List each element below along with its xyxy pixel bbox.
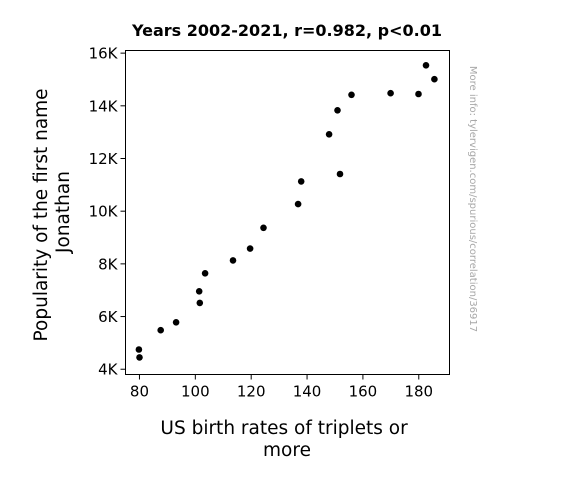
data-points <box>135 62 438 361</box>
x-axis-label-line-2: more <box>263 440 311 461</box>
data-point <box>294 200 302 208</box>
data-point <box>196 299 204 307</box>
data-point <box>172 319 180 326</box>
data-point <box>136 354 143 361</box>
data-point <box>415 90 422 98</box>
data-point <box>336 170 344 178</box>
x-tick-label: 180 <box>404 383 433 401</box>
x-axis-label-line-1: US birth rates of triplets or <box>160 418 408 439</box>
x-tick-label: 80 <box>130 383 149 401</box>
y-tick-label: 14K <box>89 97 119 115</box>
data-point <box>135 346 143 353</box>
chart-title: Years 2002-2021, r=0.982, p<0.01 <box>131 21 442 40</box>
x-tick-label: 120 <box>237 383 266 401</box>
y-tick-label: 8K <box>98 255 119 273</box>
y-tick-label: 16K <box>89 45 119 63</box>
x-axis-label: US birth rates of triplets or more <box>160 418 413 461</box>
data-point <box>246 245 254 252</box>
data-point <box>325 131 333 138</box>
data-point <box>348 91 355 99</box>
data-point <box>387 89 394 97</box>
plot-area-frame <box>125 50 450 375</box>
y-tick-label: 10K <box>89 203 119 221</box>
y-tick-label: 12K <box>89 150 119 168</box>
x-tick-label: 160 <box>349 383 378 401</box>
y-axis-ticks: 4K 6K 8K 10K 12K 14K 16K <box>89 45 126 379</box>
x-axis-ticks: 80 100 120 140 160 180 <box>130 374 433 401</box>
y-axis-label-line-2: Jonathan <box>53 171 74 254</box>
data-point <box>334 107 341 114</box>
y-axis-label: Popularity of the first name Jonathan <box>31 83 74 342</box>
data-point <box>201 270 209 277</box>
data-point <box>260 224 267 232</box>
source-note: More info: tylervigen.com/spurious/corre… <box>467 66 478 332</box>
y-tick-label: 6K <box>98 308 119 326</box>
y-axis-label-line-1: Popularity of the first name <box>31 88 52 341</box>
y-tick-label: 4K <box>98 361 119 379</box>
data-point <box>229 257 237 264</box>
data-point <box>195 288 203 295</box>
data-point <box>431 75 438 83</box>
x-tick-label: 100 <box>181 383 210 401</box>
data-point <box>297 178 305 185</box>
data-point <box>422 62 430 69</box>
x-tick-label: 140 <box>293 383 322 401</box>
data-point <box>157 326 164 334</box>
